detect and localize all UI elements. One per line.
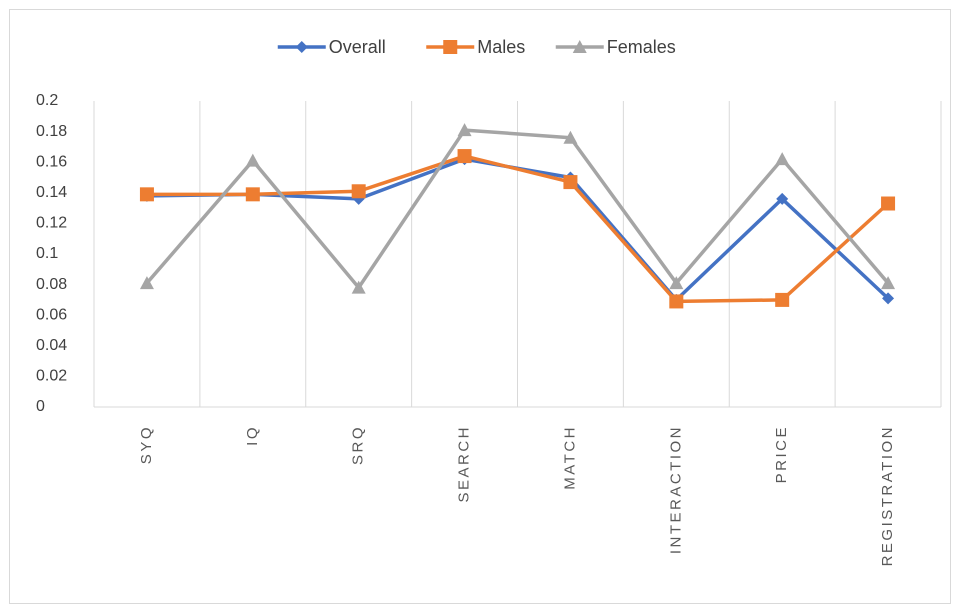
x-tick-label: SYQ [138,425,155,464]
y-tick-label: 0.14 [36,184,67,201]
marker [882,292,895,305]
y-tick-label: 0.12 [36,215,67,232]
legend-marker [443,40,458,54]
marker [457,123,472,137]
legend-marker [295,41,308,53]
marker [669,276,684,290]
y-tick-label: 0.18 [36,123,67,140]
legend-label: Overall [329,37,386,57]
marker [351,280,366,294]
chart-border [9,9,951,604]
y-tick-label: 0.1 [36,245,58,262]
marker [775,152,790,166]
x-tick-label: SRQ [350,425,367,465]
y-tick-label: 0 [36,398,45,415]
marker [351,184,366,199]
x-tick-label: SEARCH [456,425,473,503]
x-tick-label: IQ [244,425,261,446]
marker [775,292,790,307]
y-tick-label: 0.04 [36,337,67,354]
x-tick-label: MATCH [561,425,578,490]
marker [881,276,896,290]
marker [881,196,896,211]
x-tick-label: REGISTRATION [879,425,896,566]
y-tick-label: 0.08 [36,276,67,293]
y-tick-label: 0.16 [36,153,67,170]
x-tick-label: PRICE [773,425,790,483]
legend-label: Males [477,37,525,57]
marker [245,153,260,167]
series-line [146,154,890,304]
marker [563,175,578,190]
y-tick-label: 0.06 [36,306,67,323]
marker [457,149,472,164]
marker [139,276,154,290]
x-tick-label: INTERACTION [667,425,684,554]
y-tick-label: 0.2 [36,92,58,109]
marker [139,187,154,202]
legend-marker [572,40,587,53]
marker [245,187,260,202]
legend-label: Females [607,37,676,57]
series-line [145,128,890,290]
marker [669,294,684,309]
marker [776,192,789,205]
y-tick-label: 0.02 [36,368,67,385]
marker [563,130,578,144]
